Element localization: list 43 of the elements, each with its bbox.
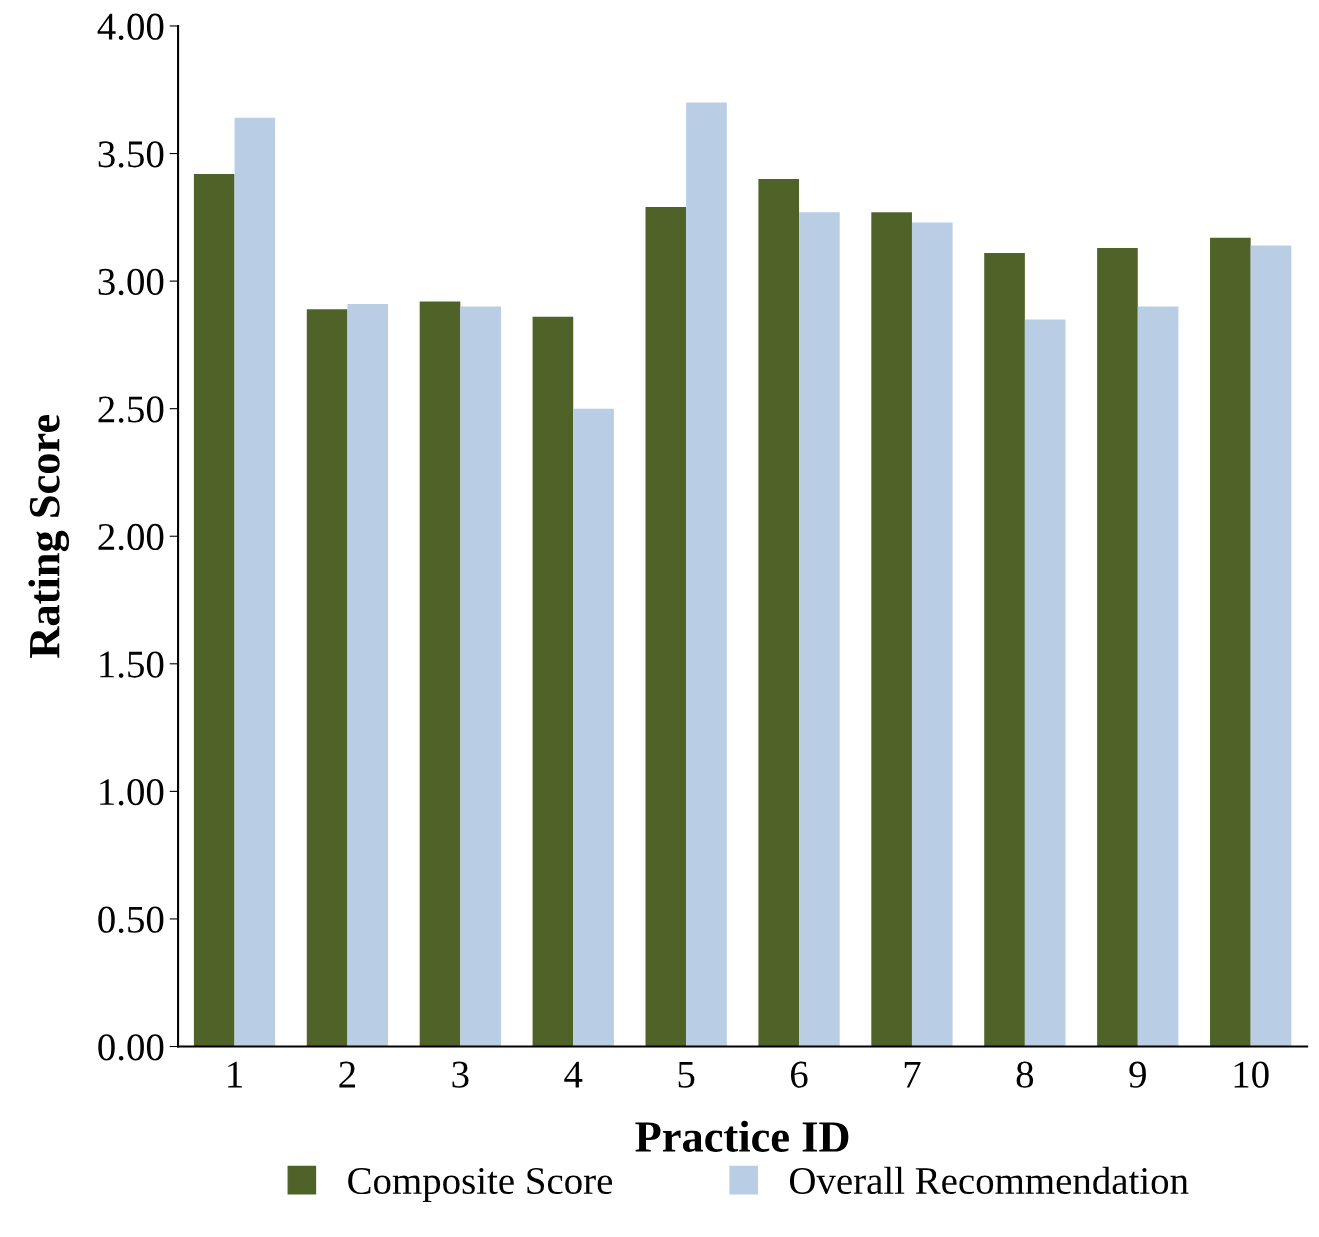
bar bbox=[799, 212, 840, 1047]
y-tick-label: 2.00 bbox=[98, 523, 164, 551]
y-tick-label: 0.50 bbox=[98, 906, 164, 933]
bar bbox=[1024, 319, 1066, 1047]
legend-label: Overall Recommendation bbox=[789, 1166, 1189, 1195]
x-tick-label: 8 bbox=[1016, 1061, 1034, 1088]
y-axis-title: Rating Score bbox=[28, 414, 70, 658]
y-tick-label: 1.50 bbox=[100, 651, 164, 678]
bar bbox=[645, 207, 687, 1047]
bar bbox=[532, 316, 574, 1047]
x-tick-label: 9 bbox=[1129, 1061, 1146, 1088]
bar bbox=[419, 301, 461, 1047]
y-tick-label: 1.00 bbox=[100, 779, 164, 806]
bar bbox=[1210, 237, 1251, 1047]
x-axis-title: Practice ID bbox=[635, 1120, 849, 1152]
x-tick-label: 4 bbox=[564, 1061, 583, 1088]
bar bbox=[460, 306, 501, 1047]
bar bbox=[758, 179, 800, 1047]
bar bbox=[911, 222, 953, 1047]
y-tick-label: 3.50 bbox=[98, 141, 164, 168]
x-tick-label: 5 bbox=[678, 1061, 695, 1088]
x-tick-label: 7 bbox=[904, 1061, 921, 1088]
y-tick-label: 2.50 bbox=[98, 396, 164, 423]
bar bbox=[1097, 247, 1138, 1047]
bar bbox=[871, 212, 912, 1047]
bar bbox=[234, 117, 276, 1047]
x-tick-label: 1 bbox=[228, 1061, 242, 1088]
bar bbox=[573, 408, 614, 1047]
y-tick-label: 0.00 bbox=[98, 1034, 164, 1061]
bar bbox=[984, 253, 1025, 1047]
x-tick-label: 3 bbox=[452, 1061, 469, 1088]
y-tick-label: 3.00 bbox=[98, 268, 164, 296]
bar bbox=[1250, 245, 1292, 1047]
bar bbox=[347, 304, 389, 1047]
bar bbox=[306, 309, 348, 1047]
y-tick-label: 4.00 bbox=[97, 13, 164, 41]
legend-label: Composite Score bbox=[348, 1167, 613, 1202]
x-tick-label: 6 bbox=[791, 1061, 808, 1088]
bar bbox=[1137, 306, 1179, 1047]
bar bbox=[193, 173, 235, 1047]
x-tick-label: 10 bbox=[1234, 1061, 1269, 1088]
bar bbox=[686, 102, 727, 1047]
x-tick-label: 2 bbox=[339, 1061, 355, 1088]
